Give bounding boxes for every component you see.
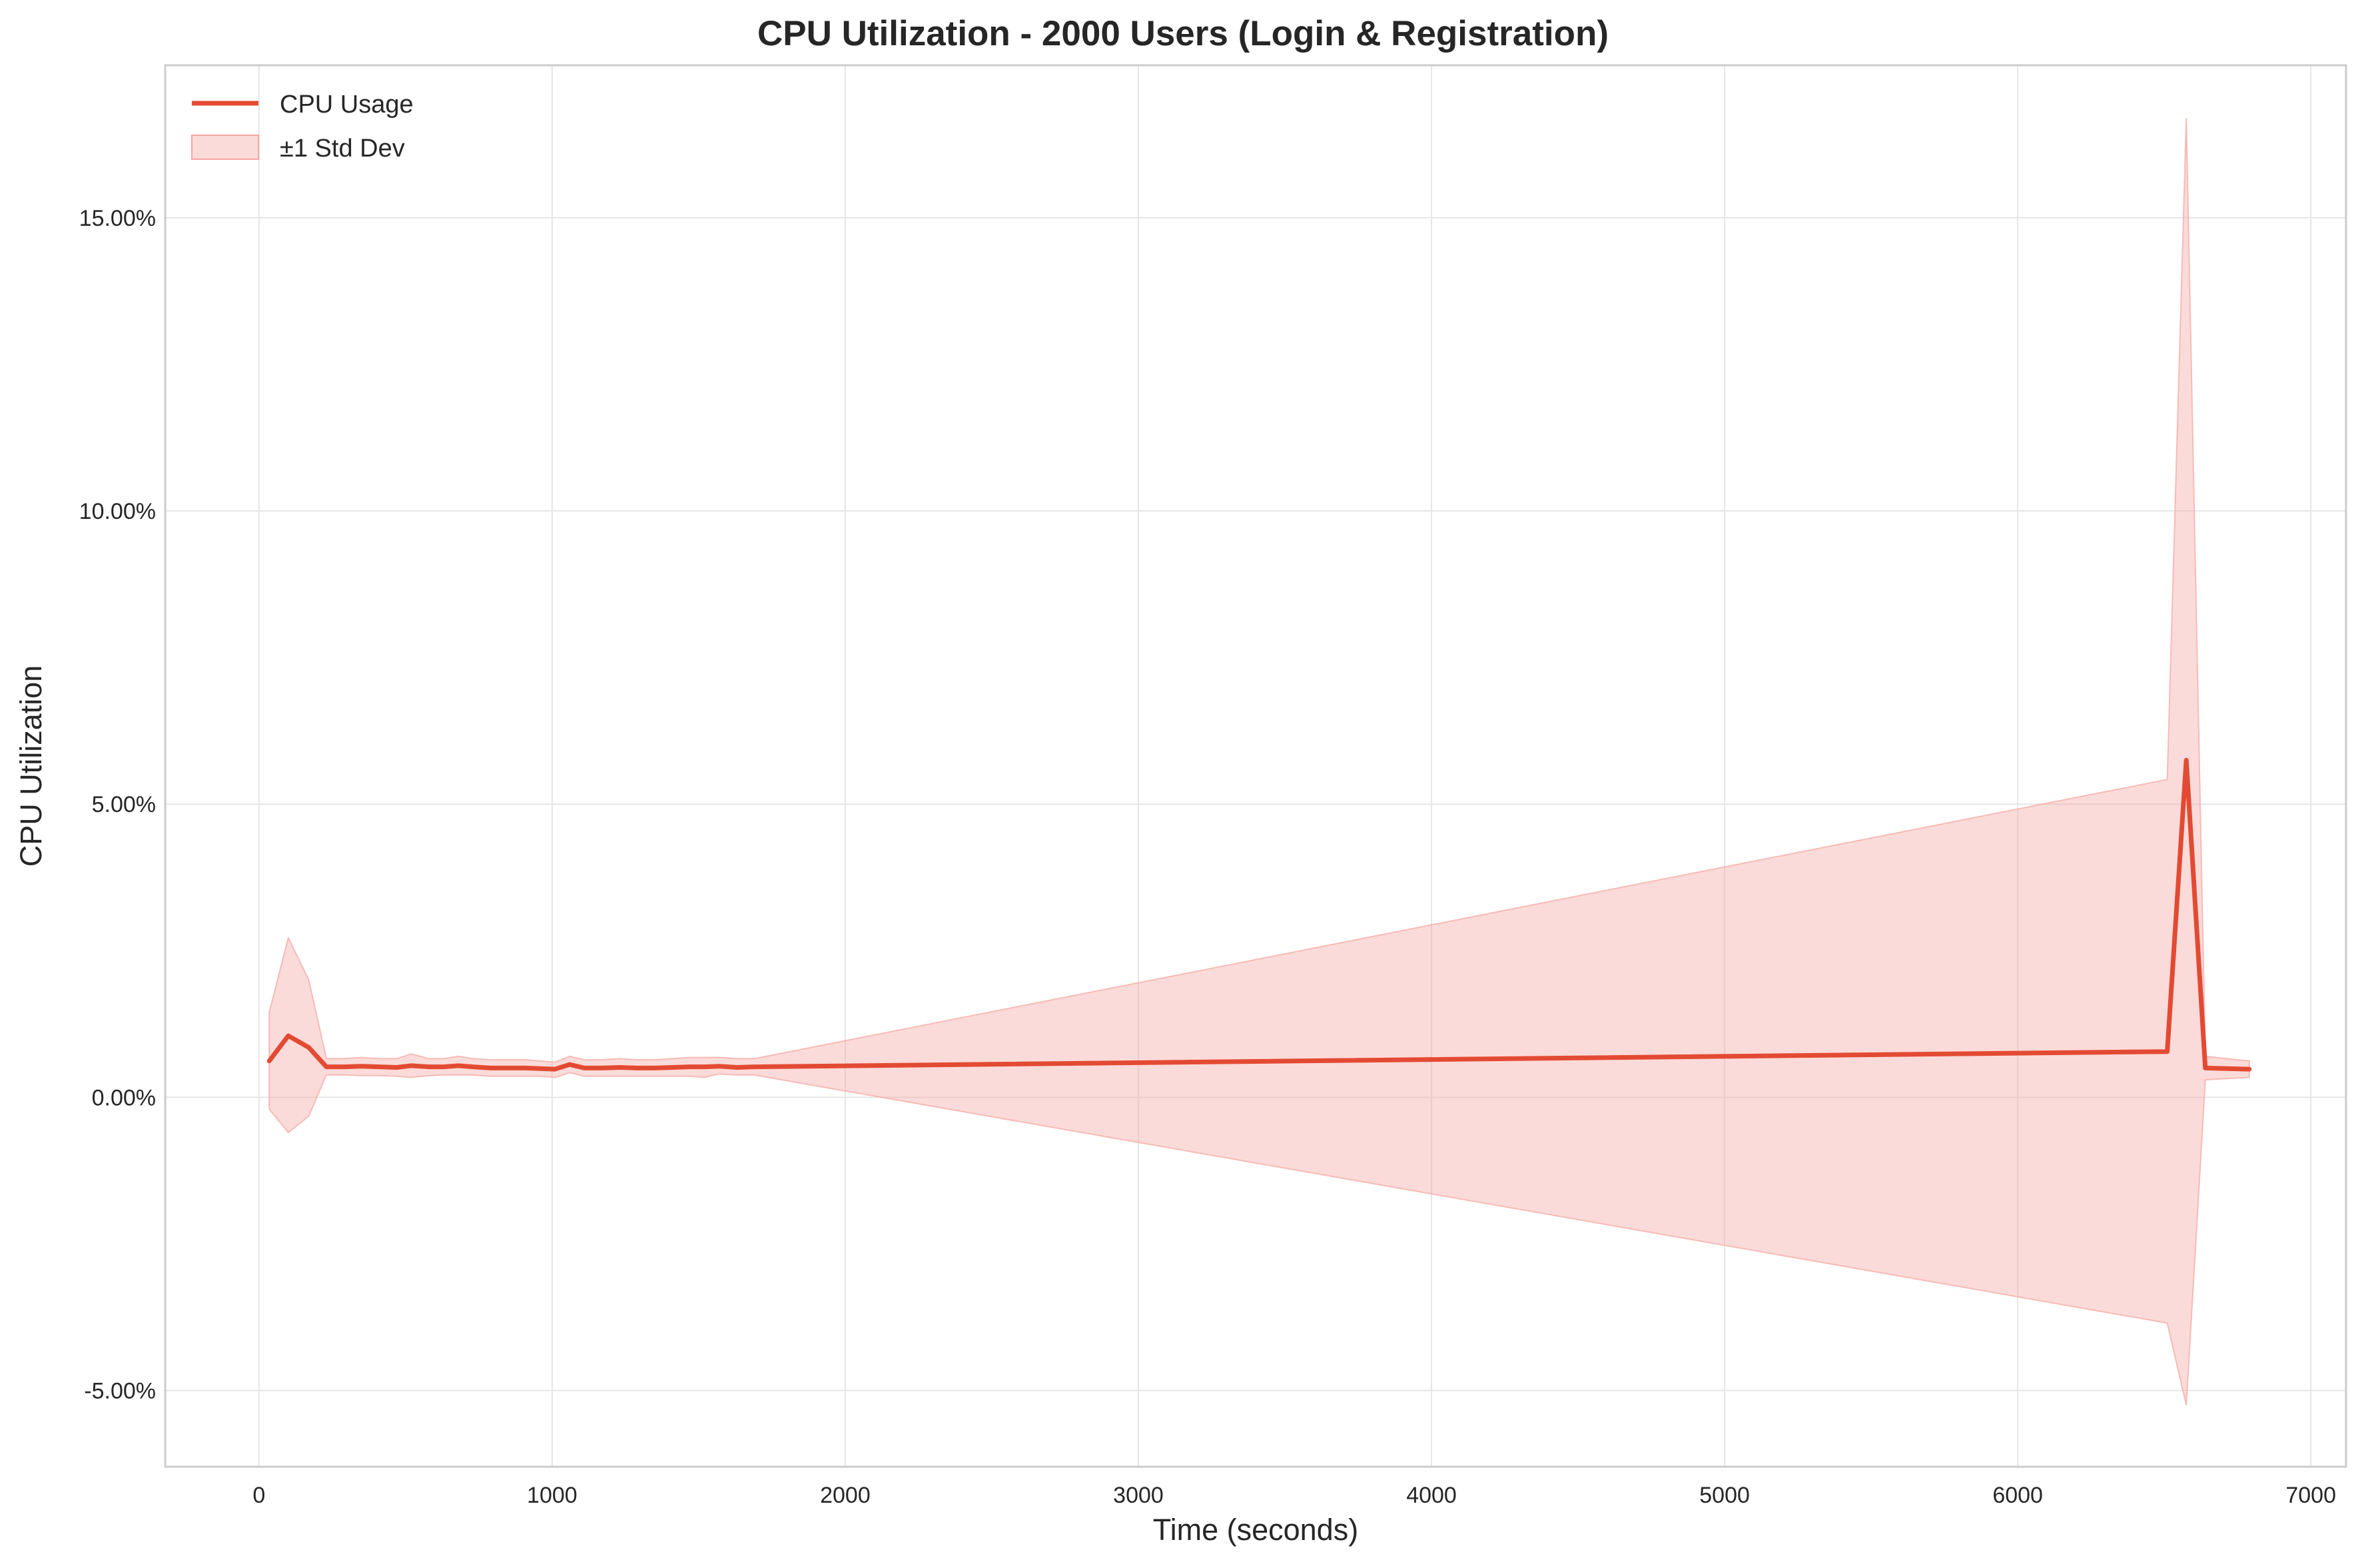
x-tick-label: 6000 [1992,1483,2043,1508]
legend-label-cpu-usage: CPU Usage [280,91,414,119]
legend-swatch-std-dev [191,135,259,160]
x-tick-label: 3000 [1113,1483,1164,1508]
x-tick-label: 4000 [1406,1483,1457,1508]
legend: CPU Usage ±1 Std Dev [191,91,414,163]
cpu-usage-line [266,757,2252,1072]
y-tick-label: 15.00% [79,206,156,231]
chart-title: CPU Utilization - 2000 Users (Login & Re… [757,14,1609,53]
y-tick-label: -5.00% [84,1379,156,1404]
cpu-usage-line-layer [266,757,2252,1072]
x-tick-label: 7000 [2285,1483,2336,1508]
std-dev-band-layer [268,118,2250,1405]
gridlines [165,65,2346,1467]
plot-frame [164,64,2347,1468]
y-tick-label: 5.00% [92,792,156,817]
y-tick-label: 0.00% [92,1085,156,1110]
legend-label-std-dev: ±1 Std Dev [280,135,405,163]
std-dev-band [268,118,2250,1405]
x-tick-label: 1000 [527,1483,578,1508]
x-axis-label: Time (seconds) [1153,1513,1358,1547]
x-tick-label: 2000 [820,1483,871,1508]
y-axis-label: CPU Utilization [14,665,48,867]
y-tick-labels: -5.00% 0.00% 5.00% 10.00% 15.00% [79,206,156,1404]
x-tick-labels: 0 1000 2000 3000 4000 5000 6000 7000 [252,1483,2336,1508]
x-tick-label: 0 [252,1483,265,1508]
y-tick-label: 10.00% [79,499,156,524]
x-tick-label: 5000 [1699,1483,1750,1508]
